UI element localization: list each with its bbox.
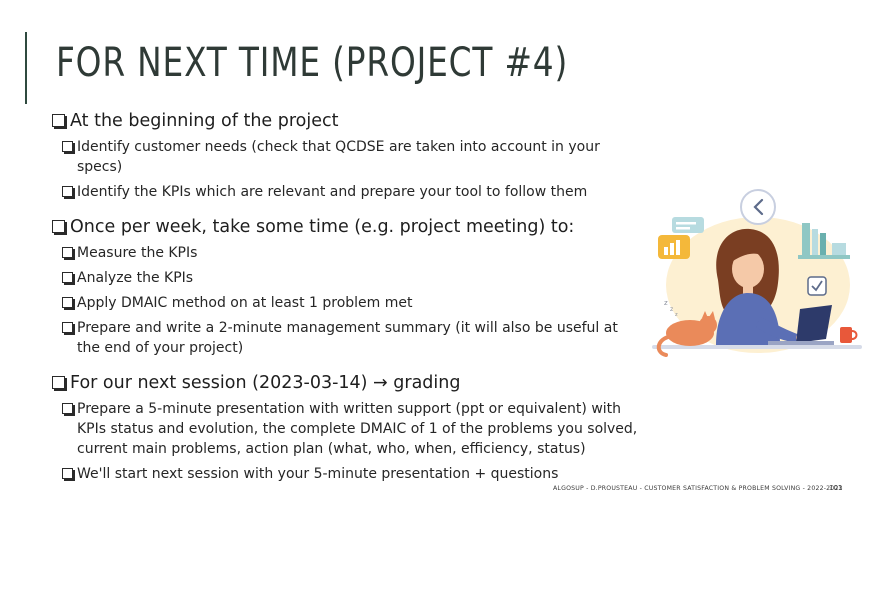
- list-item: Identify customer needs (check that QCDS…: [62, 137, 642, 177]
- list-item: Identify the KPIs which are relevant and…: [62, 182, 642, 202]
- checkbox-bullet-icon: [62, 186, 73, 197]
- list-item: Prepare and write a 2-minute management …: [62, 318, 642, 358]
- laptop-icon: [768, 305, 834, 345]
- checkbox-bullet-icon: [62, 247, 73, 258]
- checkbox-bullet-icon: [62, 297, 73, 308]
- checkbox-bullet-icon: [52, 376, 65, 389]
- coffee-mug-icon: [840, 327, 858, 343]
- page-title: FOR NEXT TIME (PROJECT #4): [56, 40, 569, 86]
- back-arrow-icon: [740, 189, 776, 225]
- checkbox-bullet-icon: [62, 403, 73, 414]
- check-mark-icon: [807, 276, 827, 296]
- working-woman-illustration: z z z: [652, 189, 862, 357]
- section-heading: At the beginning of the project: [52, 110, 642, 132]
- bar-chart-icon: [658, 235, 690, 259]
- checkbox-bullet-icon: [52, 114, 65, 127]
- section-heading: For our next session (2023-03-14) → grad…: [52, 372, 642, 394]
- checkbox-bullet-icon: [62, 272, 73, 283]
- sleeping-cat-icon: z z z: [656, 299, 717, 357]
- list-item: Apply DMAIC method on at least 1 problem…: [62, 293, 642, 313]
- list-item: Prepare a 5-minute presentation with wri…: [62, 399, 642, 459]
- page-number: 101: [829, 484, 843, 492]
- checkbox-bullet-icon: [52, 220, 65, 233]
- checkbox-bullet-icon: [62, 468, 73, 479]
- checkbox-bullet-icon: [62, 322, 73, 333]
- svg-text:z: z: [664, 299, 668, 307]
- svg-text:z: z: [675, 312, 678, 318]
- section-heading: Once per week, take some time (e.g. proj…: [52, 216, 642, 238]
- list-item: Measure the KPIs: [62, 243, 642, 263]
- title-accent-bar: [25, 32, 27, 104]
- slide-content: At the beginning of the project Identify…: [52, 110, 642, 484]
- list-item: Analyze the KPIs: [62, 268, 642, 288]
- svg-text:z: z: [670, 306, 673, 313]
- slide-footer: ALGOSUP - D.PROUSTEAU - CUSTOMER SATISFA…: [553, 485, 843, 492]
- checkbox-bullet-icon: [62, 141, 73, 152]
- list-item: We'll start next session with your 5-min…: [62, 464, 642, 484]
